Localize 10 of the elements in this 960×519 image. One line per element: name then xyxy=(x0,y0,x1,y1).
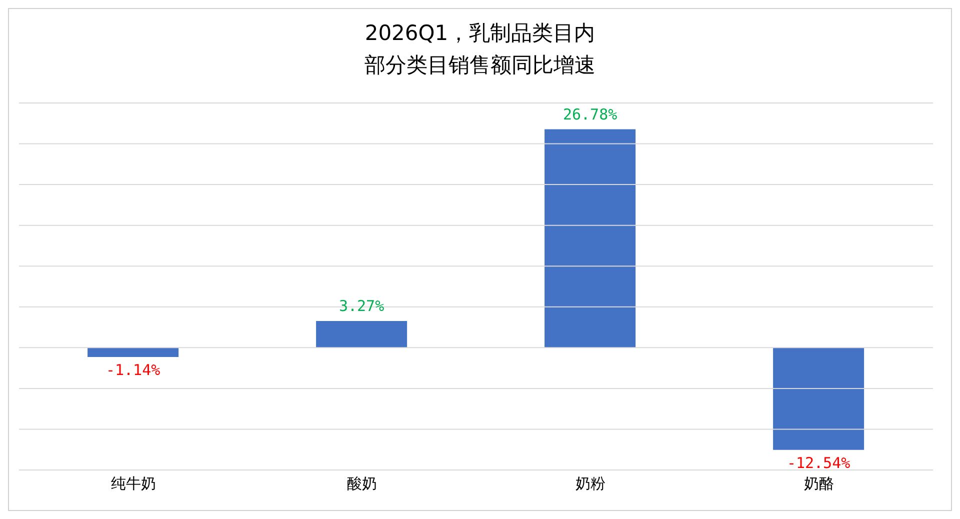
x-tick-label: 酸奶 xyxy=(346,474,377,493)
data-label: -12.54% xyxy=(786,454,850,472)
chart-title: 2026Q1，乳制品类目内 xyxy=(364,20,596,47)
data-label: 26.78% xyxy=(562,105,618,124)
chart-subtitle: 部分类目销售额同比增速 xyxy=(364,52,596,79)
data-label: -1.14% xyxy=(106,360,160,379)
data-label: 3.27% xyxy=(338,297,384,315)
x-tick-label: 奶酪 xyxy=(804,474,834,493)
x-tick-label: 纯牛奶 xyxy=(110,474,156,493)
x-tick-label: 奶粉 xyxy=(575,474,606,493)
